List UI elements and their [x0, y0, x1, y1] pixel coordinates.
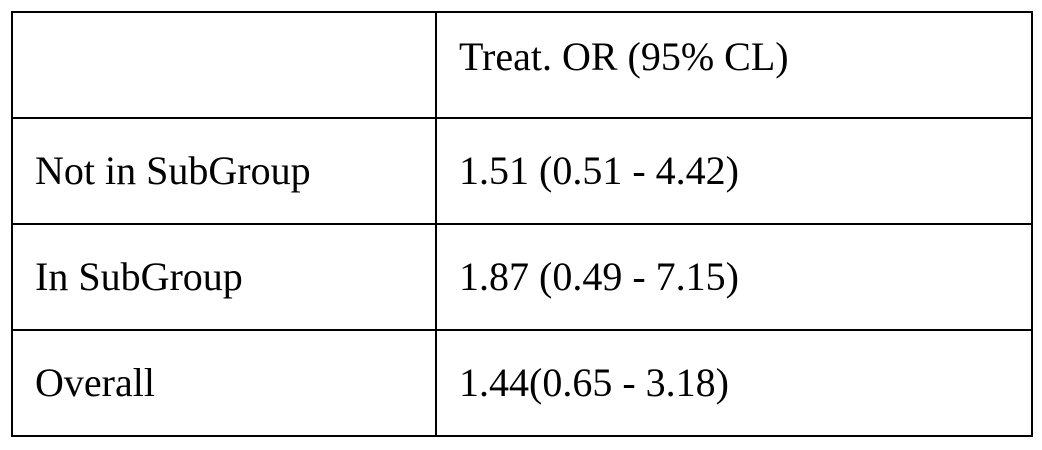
table-row: Not in SubGroup 1.51 (0.51 - 4.42)	[11, 117, 1033, 225]
table-row: In SubGroup 1.87 (0.49 - 7.15)	[11, 223, 1033, 331]
odds-ratio-table: Treat. OR (95% CL) Not in SubGroup 1.51 …	[11, 11, 1033, 437]
row-label: Not in SubGroup	[11, 117, 437, 225]
row-label: In SubGroup	[11, 223, 437, 331]
table-header-row: Treat. OR (95% CL)	[11, 11, 1033, 119]
row-label: Overall	[11, 329, 437, 437]
row-value: 1.44(0.65 - 3.18)	[435, 329, 1033, 437]
header-cell-treat-or: Treat. OR (95% CL)	[435, 11, 1033, 119]
row-value: 1.87 (0.49 - 7.15)	[435, 223, 1033, 331]
header-cell-empty	[11, 11, 437, 119]
row-value: 1.51 (0.51 - 4.42)	[435, 117, 1033, 225]
table-row: Overall 1.44(0.65 - 3.18)	[11, 329, 1033, 437]
